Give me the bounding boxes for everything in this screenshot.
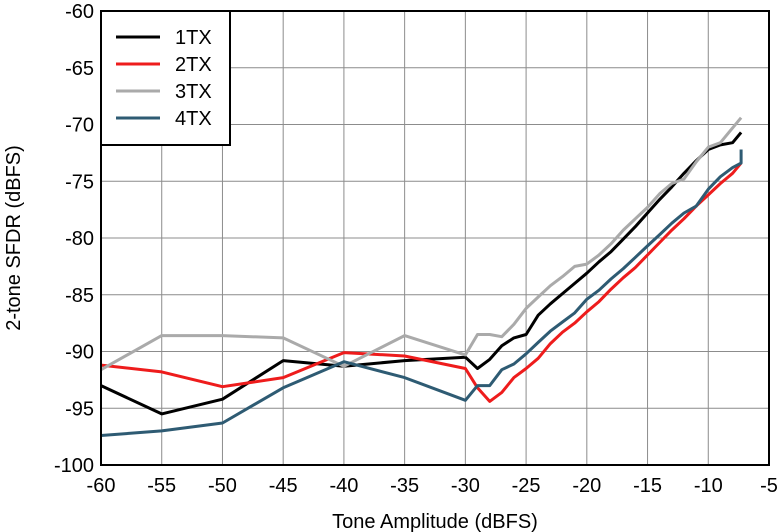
y-tick-label: -60: [65, 1, 94, 23]
x-tick-label: -35: [390, 475, 419, 497]
y-tick-label: -85: [65, 285, 94, 307]
legend-label: 1TX: [175, 27, 212, 49]
y-tick-label: -75: [65, 171, 94, 193]
x-tick-label: -50: [208, 475, 237, 497]
legend-label: 2TX: [175, 54, 212, 76]
x-tick-label: -15: [633, 475, 662, 497]
x-tick-labels: -60 -55 -50 -45 -40 -35 -30 -25 -20 -15 -10 -5: [87, 475, 778, 497]
y-tick-label: -100: [54, 455, 94, 477]
plot-frame: [100, 10, 770, 466]
series-lines: [100, 116, 743, 437]
series-line-3tx: [100, 116, 743, 372]
x-tick-label: -25: [512, 475, 541, 497]
x-tick-label: -5: [760, 475, 778, 497]
legend-label: 4TX: [175, 108, 212, 130]
y-tick-label: -65: [65, 58, 94, 80]
x-axis-label: Tone Amplitude (dBFS): [332, 511, 538, 532]
x-tick-label: -10: [694, 475, 723, 497]
x-tick-label: -30: [451, 475, 480, 497]
y-axis-label: 2-tone SFDR (dBFS): [3, 145, 25, 331]
legend-box: [100, 10, 231, 146]
y-tick-label: -90: [65, 342, 94, 364]
legend: 1TX 2TX 3TX 4TX: [100, 10, 231, 146]
y-tick-label: -70: [65, 115, 94, 137]
y-tick-label: -95: [65, 398, 94, 420]
x-tick-label: -60: [87, 475, 116, 497]
legend-label: 3TX: [175, 81, 212, 103]
x-tick-label: -55: [147, 475, 176, 497]
series-line-2tx: [100, 162, 743, 403]
y-tick-labels: -100 -95 -90 -85 -80 -75 -70 -65 -60: [54, 1, 94, 477]
series-line-4tx: [100, 149, 743, 437]
x-tick-label: -45: [269, 475, 298, 497]
series-line-1tx: [100, 131, 743, 416]
y-tick-label: -80: [65, 228, 94, 250]
x-tick-label: -40: [329, 475, 358, 497]
x-tick-label: -20: [572, 475, 601, 497]
